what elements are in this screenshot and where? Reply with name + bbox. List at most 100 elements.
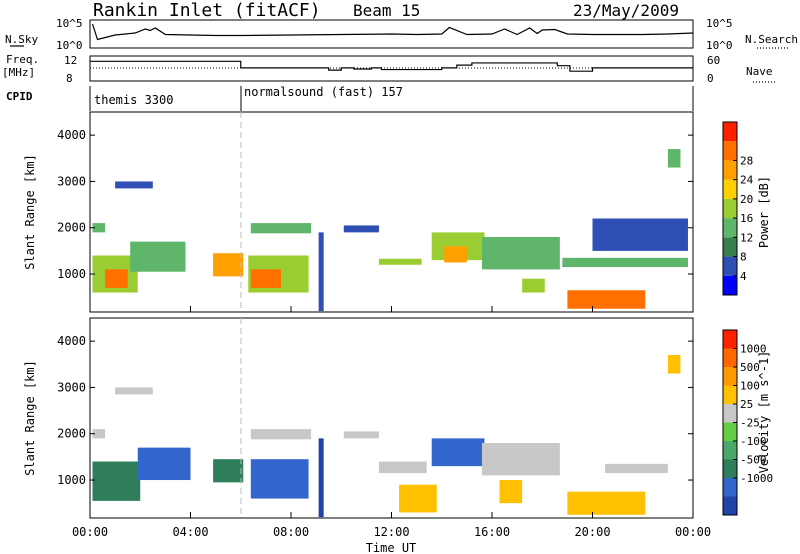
power-colorbar-label-3: 16 — [740, 212, 753, 225]
cpid-mode-2: normalsound (fast) 157 — [244, 85, 403, 99]
nsearch-label: N.Search — [745, 33, 798, 46]
velocity-echo-region-12 — [399, 484, 437, 513]
velocity-echo-region-6 — [250, 429, 312, 440]
nsky-label: N.Sky — [5, 33, 38, 46]
velocity-echo-region-5 — [250, 459, 309, 499]
velocity-colorbar-swatch-9 — [723, 330, 737, 349]
time-axis-ticks: 00:00 04:00 08:00 12:00 16:00 20:00 00:00 — [72, 306, 711, 539]
time-axis-label: Time UT — [366, 541, 417, 554]
velocity-ytick-label-1: 2000 — [57, 427, 86, 441]
velocity-colorbar-swatch-0 — [723, 496, 737, 515]
velocity-panel-frame — [89, 317, 694, 519]
power-ytick-label-2: 3000 — [57, 174, 86, 188]
velocity-colorbar-swatch-1 — [723, 478, 737, 497]
velocity-echo-region-13 — [499, 480, 523, 504]
power-colorbar: 4 8 12 16 20 24 28 — [722, 121, 754, 296]
freq-left-top-tick: 12 — [64, 54, 77, 67]
time-tick-label-2: 08:00 — [273, 525, 309, 539]
power-ytick-label-3: 4000 — [57, 128, 86, 142]
power-colorbar-label-4: 20 — [740, 193, 753, 206]
nsky-left-bottom-tick: 10^0 — [56, 39, 83, 52]
velocity-echo-region-8 — [343, 431, 379, 439]
velocity-ytick-label-3: 4000 — [57, 334, 86, 348]
velocity-colorbar: 1000 500 100 25 -25 -100 -500 -1000 — [722, 329, 773, 516]
power-yaxis-ticks: 1000 2000 3000 4000 — [57, 128, 693, 281]
power-echo-region-18 — [592, 218, 688, 251]
nsky-series-line — [91, 23, 694, 41]
time-tick-label-1: 04:00 — [172, 525, 208, 539]
plot-title: Rankin Inlet (fitACF) — [93, 0, 321, 21]
velocity-colorbar-label-4: -25 — [740, 417, 760, 430]
velocity-colorbar-swatch-2 — [723, 459, 737, 478]
power-echo-region-19 — [667, 149, 681, 168]
velocity-echo-region-16 — [667, 355, 681, 374]
time-tick-label-4: 16:00 — [474, 525, 510, 539]
velocity-colorbar-label-5: -100 — [740, 435, 767, 448]
power-colorbar-swatch-5 — [723, 179, 737, 199]
nsky-right-bottom-tick: 10^0 — [706, 39, 733, 52]
power-echo-region-2 — [115, 181, 153, 189]
power-ylabel: Slant Range [km] — [23, 154, 37, 270]
power-colorbar-swatch-8 — [723, 122, 737, 142]
date-label: 23/May/2009 — [573, 1, 679, 20]
power-echo-region-11 — [378, 258, 422, 265]
power-echo-region-16 — [567, 290, 646, 309]
power-echo-region-9 — [318, 232, 324, 312]
velocity-colorbar-swatch-8 — [723, 348, 737, 367]
velocity-colorbar-label-6: -500 — [740, 454, 767, 467]
velocity-colorbar-label: Velocity [m s^-1] — [757, 351, 771, 474]
power-colorbar-swatch-6 — [723, 160, 737, 180]
power-echo-region-17 — [562, 257, 688, 268]
velocity-echo-region-9 — [378, 461, 427, 474]
velocity-colorbar-label-3: 25 — [740, 398, 753, 411]
power-panel-frame — [89, 111, 694, 313]
cpid-mode-1: themis 3300 — [94, 93, 173, 107]
velocity-colorbar-swatch-3 — [723, 441, 737, 460]
power-colorbar-swatch-2 — [723, 237, 737, 257]
freq-unit-label: [MHz] — [2, 66, 35, 79]
power-echo-region-15 — [522, 278, 545, 293]
nsky-left-top-tick: 10^5 — [56, 17, 83, 30]
power-colorbar-label-6: 28 — [740, 154, 753, 167]
beam-label: Beam 15 — [353, 1, 420, 20]
freq-right-top-tick: 60 — [707, 54, 720, 67]
velocity-ytick-label-2: 3000 — [57, 380, 86, 394]
velocity-echo-region-0 — [92, 461, 141, 501]
velocity-echo-region-3 — [137, 447, 191, 481]
time-tick-label-3: 12:00 — [373, 525, 409, 539]
velocity-echo-region-4 — [213, 459, 244, 483]
power-colorbar-label-5: 24 — [740, 174, 754, 187]
velocity-yaxis-ticks: 1000 2000 3000 4000 — [57, 334, 693, 487]
time-tick-label-5: 20:00 — [574, 525, 610, 539]
velocity-colorbar-swatch-7 — [723, 367, 737, 386]
power-colorbar-swatch-3 — [723, 218, 737, 238]
power-colorbar-swatch-1 — [723, 256, 737, 276]
nsky-right-top-tick: 10^5 — [706, 17, 733, 30]
power-colorbar-frame — [722, 121, 738, 296]
freq-left-bottom-tick: 8 — [66, 72, 73, 85]
time-tick-label-0: 00:00 — [72, 525, 108, 539]
power-echo-region-7 — [250, 269, 281, 288]
freq-right-bottom-tick: 0 — [707, 72, 714, 85]
power-ytick-label-0: 1000 — [57, 267, 86, 281]
velocity-ytick-label-0: 1000 — [57, 473, 86, 487]
velocity-colorbar-label-2: 100 — [740, 380, 760, 393]
nsky-line-layer — [91, 23, 694, 41]
power-colorbar-label: Power [dB] — [757, 176, 771, 248]
power-echo-region-1 — [105, 269, 128, 288]
velocity-ylabel: Slant Range [km] — [23, 360, 37, 476]
freq-line-layer — [90, 60, 693, 72]
velocity-colorbar-label-1: 500 — [740, 361, 760, 374]
velocity-echo-region-7 — [318, 438, 324, 518]
velocity-echo-region-14 — [567, 491, 646, 515]
power-echo-region-8 — [250, 223, 312, 234]
power-echo-region-5 — [213, 253, 244, 277]
time-tick-label-6: 00:00 — [675, 525, 711, 539]
freq-series-line — [90, 60, 693, 72]
nave-label: Nave — [746, 65, 773, 78]
velocity-colorbar-label-0: 1000 — [740, 343, 767, 356]
power-echo-region-3 — [92, 223, 106, 233]
velocity-colorbar-label-7: -1000 — [740, 472, 773, 485]
velocity-echo-region-15 — [605, 463, 668, 474]
